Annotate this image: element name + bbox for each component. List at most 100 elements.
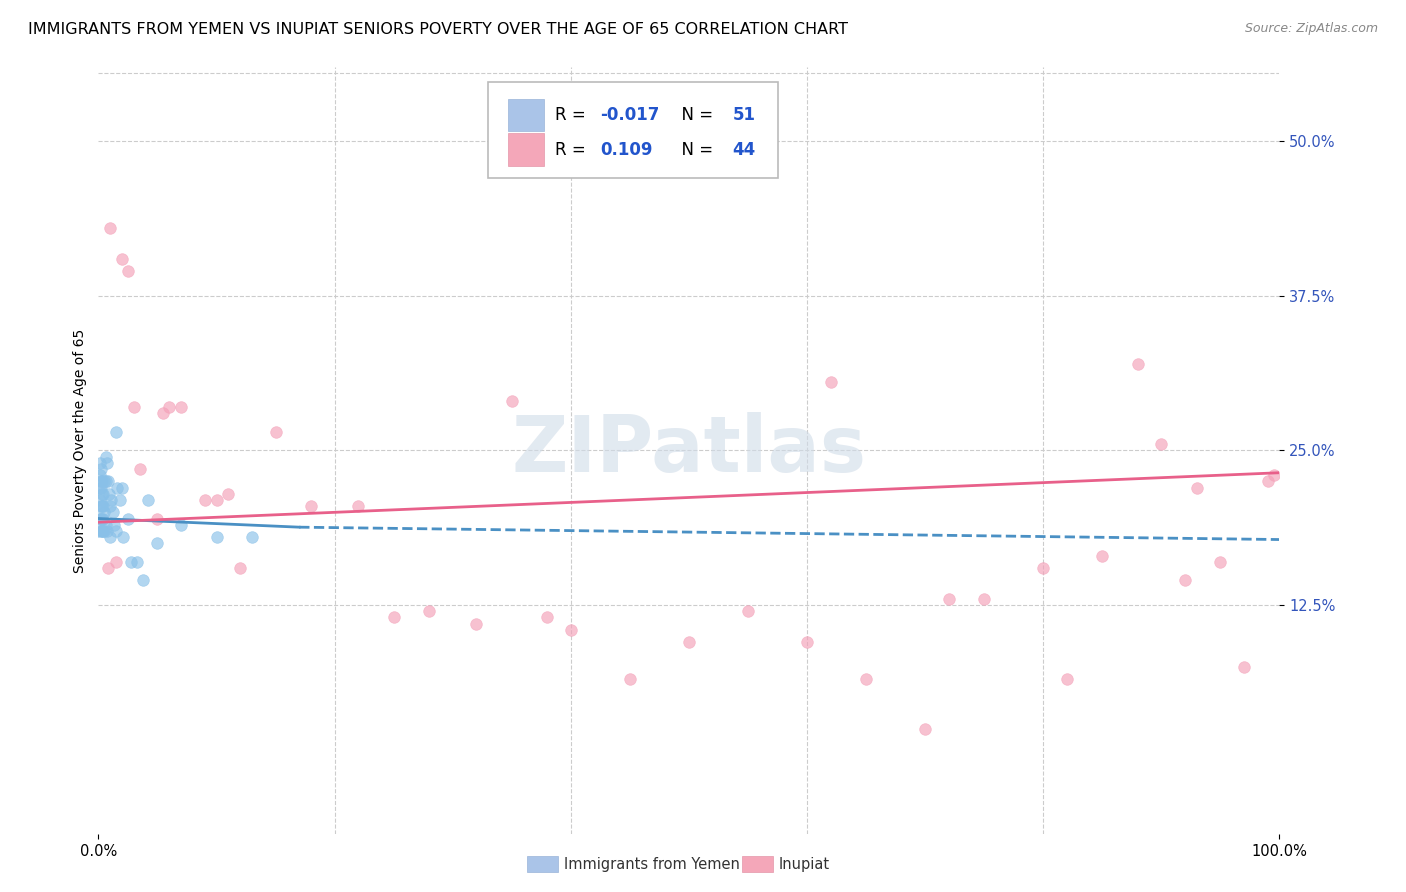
Text: -0.017: -0.017: [600, 106, 659, 124]
Point: [89, 456, 111, 470]
Text: Immigrants from Yemen: Immigrants from Yemen: [564, 857, 740, 871]
Point: [94, 450, 117, 464]
Point: [117, 264, 139, 278]
Point: [127, 555, 149, 569]
Point: [170, 400, 193, 414]
Point: [91, 487, 114, 501]
Point: [96, 524, 118, 538]
Point: [938, 591, 960, 606]
Text: N =: N =: [671, 141, 718, 159]
Point: [194, 492, 217, 507]
Point: [240, 530, 263, 544]
Point: [94, 475, 117, 489]
Point: [418, 604, 440, 618]
Point: [117, 511, 139, 525]
Point: [536, 610, 558, 624]
Text: 0.109: 0.109: [600, 141, 652, 159]
Point: [170, 517, 193, 532]
Point: [90, 524, 112, 538]
Point: [105, 425, 128, 439]
Point: [89, 468, 111, 483]
Point: [87, 524, 110, 538]
Point: [914, 722, 936, 736]
Point: [89, 511, 111, 525]
Point: [98, 499, 121, 513]
Point: [619, 673, 641, 687]
Text: Source: ZipAtlas.com: Source: ZipAtlas.com: [1244, 22, 1378, 36]
Point: [229, 561, 252, 575]
Point: [89, 481, 111, 495]
Point: [1091, 549, 1114, 563]
Point: [128, 462, 150, 476]
Point: [90, 511, 112, 525]
Point: [1174, 574, 1197, 588]
Point: [205, 492, 228, 507]
Point: [347, 499, 370, 513]
Point: [93, 524, 115, 538]
Point: [93, 505, 115, 519]
Point: [1032, 561, 1054, 575]
FancyBboxPatch shape: [488, 82, 778, 178]
Point: [94, 517, 117, 532]
Point: [91, 511, 114, 525]
Point: [103, 517, 125, 532]
Point: [973, 591, 995, 606]
Point: [98, 530, 121, 544]
Point: [97, 475, 120, 489]
Text: 44: 44: [733, 141, 756, 159]
Point: [152, 406, 174, 420]
Point: [91, 499, 114, 513]
Point: [136, 492, 159, 507]
Point: [91, 524, 114, 538]
Point: [96, 456, 118, 470]
Point: [217, 487, 239, 501]
Text: 51: 51: [733, 106, 755, 124]
Point: [157, 400, 180, 414]
Point: [105, 555, 128, 569]
Point: [1263, 468, 1285, 483]
Point: [1185, 481, 1208, 495]
Point: [101, 505, 124, 519]
Point: [1126, 357, 1149, 371]
Point: [465, 616, 488, 631]
Point: [105, 481, 128, 495]
Point: [91, 524, 114, 538]
Point: [855, 673, 877, 687]
Point: [1233, 660, 1256, 674]
Point: [111, 481, 134, 495]
Point: [98, 220, 121, 235]
Bar: [508, 99, 544, 131]
Point: [820, 376, 842, 390]
Point: [91, 511, 114, 525]
Text: R =: R =: [555, 141, 596, 159]
Point: [1150, 437, 1173, 451]
Point: [90, 462, 112, 476]
Point: [382, 610, 405, 624]
Text: IMMIGRANTS FROM YEMEN VS INUPIAT SENIORS POVERTY OVER THE AGE OF 65 CORRELATION : IMMIGRANTS FROM YEMEN VS INUPIAT SENIORS…: [28, 22, 848, 37]
Bar: [508, 134, 544, 166]
Point: [111, 252, 134, 266]
Point: [105, 524, 128, 538]
Point: [560, 623, 582, 637]
Point: [100, 492, 122, 507]
Point: [1257, 475, 1279, 489]
Point: [737, 604, 759, 618]
Point: [97, 561, 120, 575]
Point: [299, 499, 322, 513]
Point: [796, 635, 818, 649]
Point: [264, 425, 287, 439]
Point: [90, 475, 112, 489]
Text: R =: R =: [555, 106, 592, 124]
Point: [1209, 555, 1232, 569]
Point: [678, 635, 700, 649]
Point: [122, 400, 145, 414]
Text: N =: N =: [671, 106, 718, 124]
Point: [93, 475, 115, 489]
Point: [501, 394, 523, 409]
Point: [132, 574, 155, 588]
Point: [146, 511, 169, 525]
Point: [90, 499, 112, 513]
Point: [108, 492, 131, 507]
Point: [146, 536, 169, 550]
Y-axis label: Seniors Poverty Over the Age of 65: Seniors Poverty Over the Age of 65: [73, 328, 87, 573]
